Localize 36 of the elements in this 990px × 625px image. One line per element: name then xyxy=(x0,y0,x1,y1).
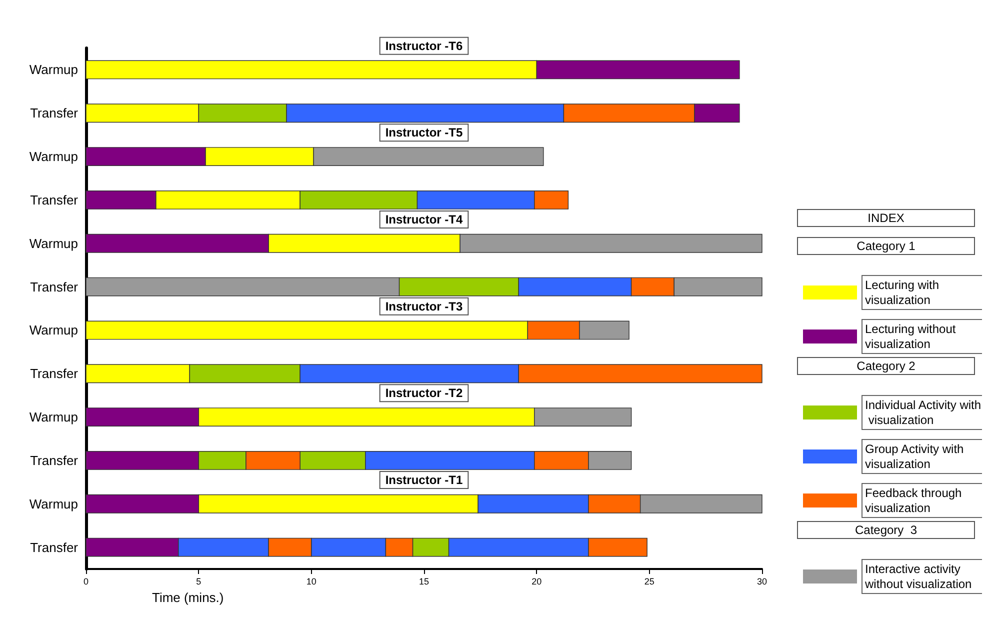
x-tick-label: 10 xyxy=(306,576,316,586)
x-tick-label: 30 xyxy=(756,576,768,586)
legend-label: Lecturing with visualization xyxy=(865,278,942,307)
legend-label: Group Activity with visualization xyxy=(865,442,968,471)
legend-label: Feedback through visualization xyxy=(865,486,966,515)
y-tick-label: Transfer xyxy=(30,366,79,382)
y-tick-label: Warmup xyxy=(29,322,78,338)
y-tick-label: Warmup xyxy=(29,496,78,512)
annotation: Instructor -T2 xyxy=(385,386,463,400)
y-tick-label: Warmup xyxy=(29,236,78,251)
text: Category 3 xyxy=(854,523,918,537)
annotation: Instructor -T6 xyxy=(385,38,463,53)
x-tick-label: 25 xyxy=(644,576,654,586)
y-tick-label: Warmup xyxy=(29,410,78,425)
annotation: Instructor -T4 xyxy=(385,212,463,226)
annotation: Instructor -T3 xyxy=(385,299,463,314)
y-tick-label: Transfer xyxy=(30,279,79,294)
y-tick-label: Transfer xyxy=(30,192,79,208)
y-tick-label: Warmup xyxy=(29,62,78,78)
legend-title: INDEX xyxy=(868,211,904,225)
x-tick-label: 15 xyxy=(418,576,430,586)
x-tick-label: 20 xyxy=(532,576,542,586)
x-tick-label: 5 xyxy=(196,576,202,586)
legend-label: Lecturing without visualization xyxy=(865,322,960,351)
text: Category 2 xyxy=(856,359,916,373)
annotation: Instructor -T1 xyxy=(385,472,463,487)
legend-label: Interactive activity without visualization xyxy=(864,562,972,591)
annotation: Instructor -T5 xyxy=(385,126,463,140)
x-axis-title: Time (mins.) xyxy=(152,590,224,605)
y-tick-label: Transfer xyxy=(30,452,79,468)
text: Category 1 xyxy=(856,239,916,253)
x-tick-label: 0 xyxy=(83,576,89,586)
legend-label: Individual Activity with visualization xyxy=(865,398,982,427)
y-tick-label: Transfer xyxy=(30,106,79,121)
y-tick-label: Warmup xyxy=(29,149,78,164)
y-tick-label: Transfer xyxy=(30,540,79,555)
